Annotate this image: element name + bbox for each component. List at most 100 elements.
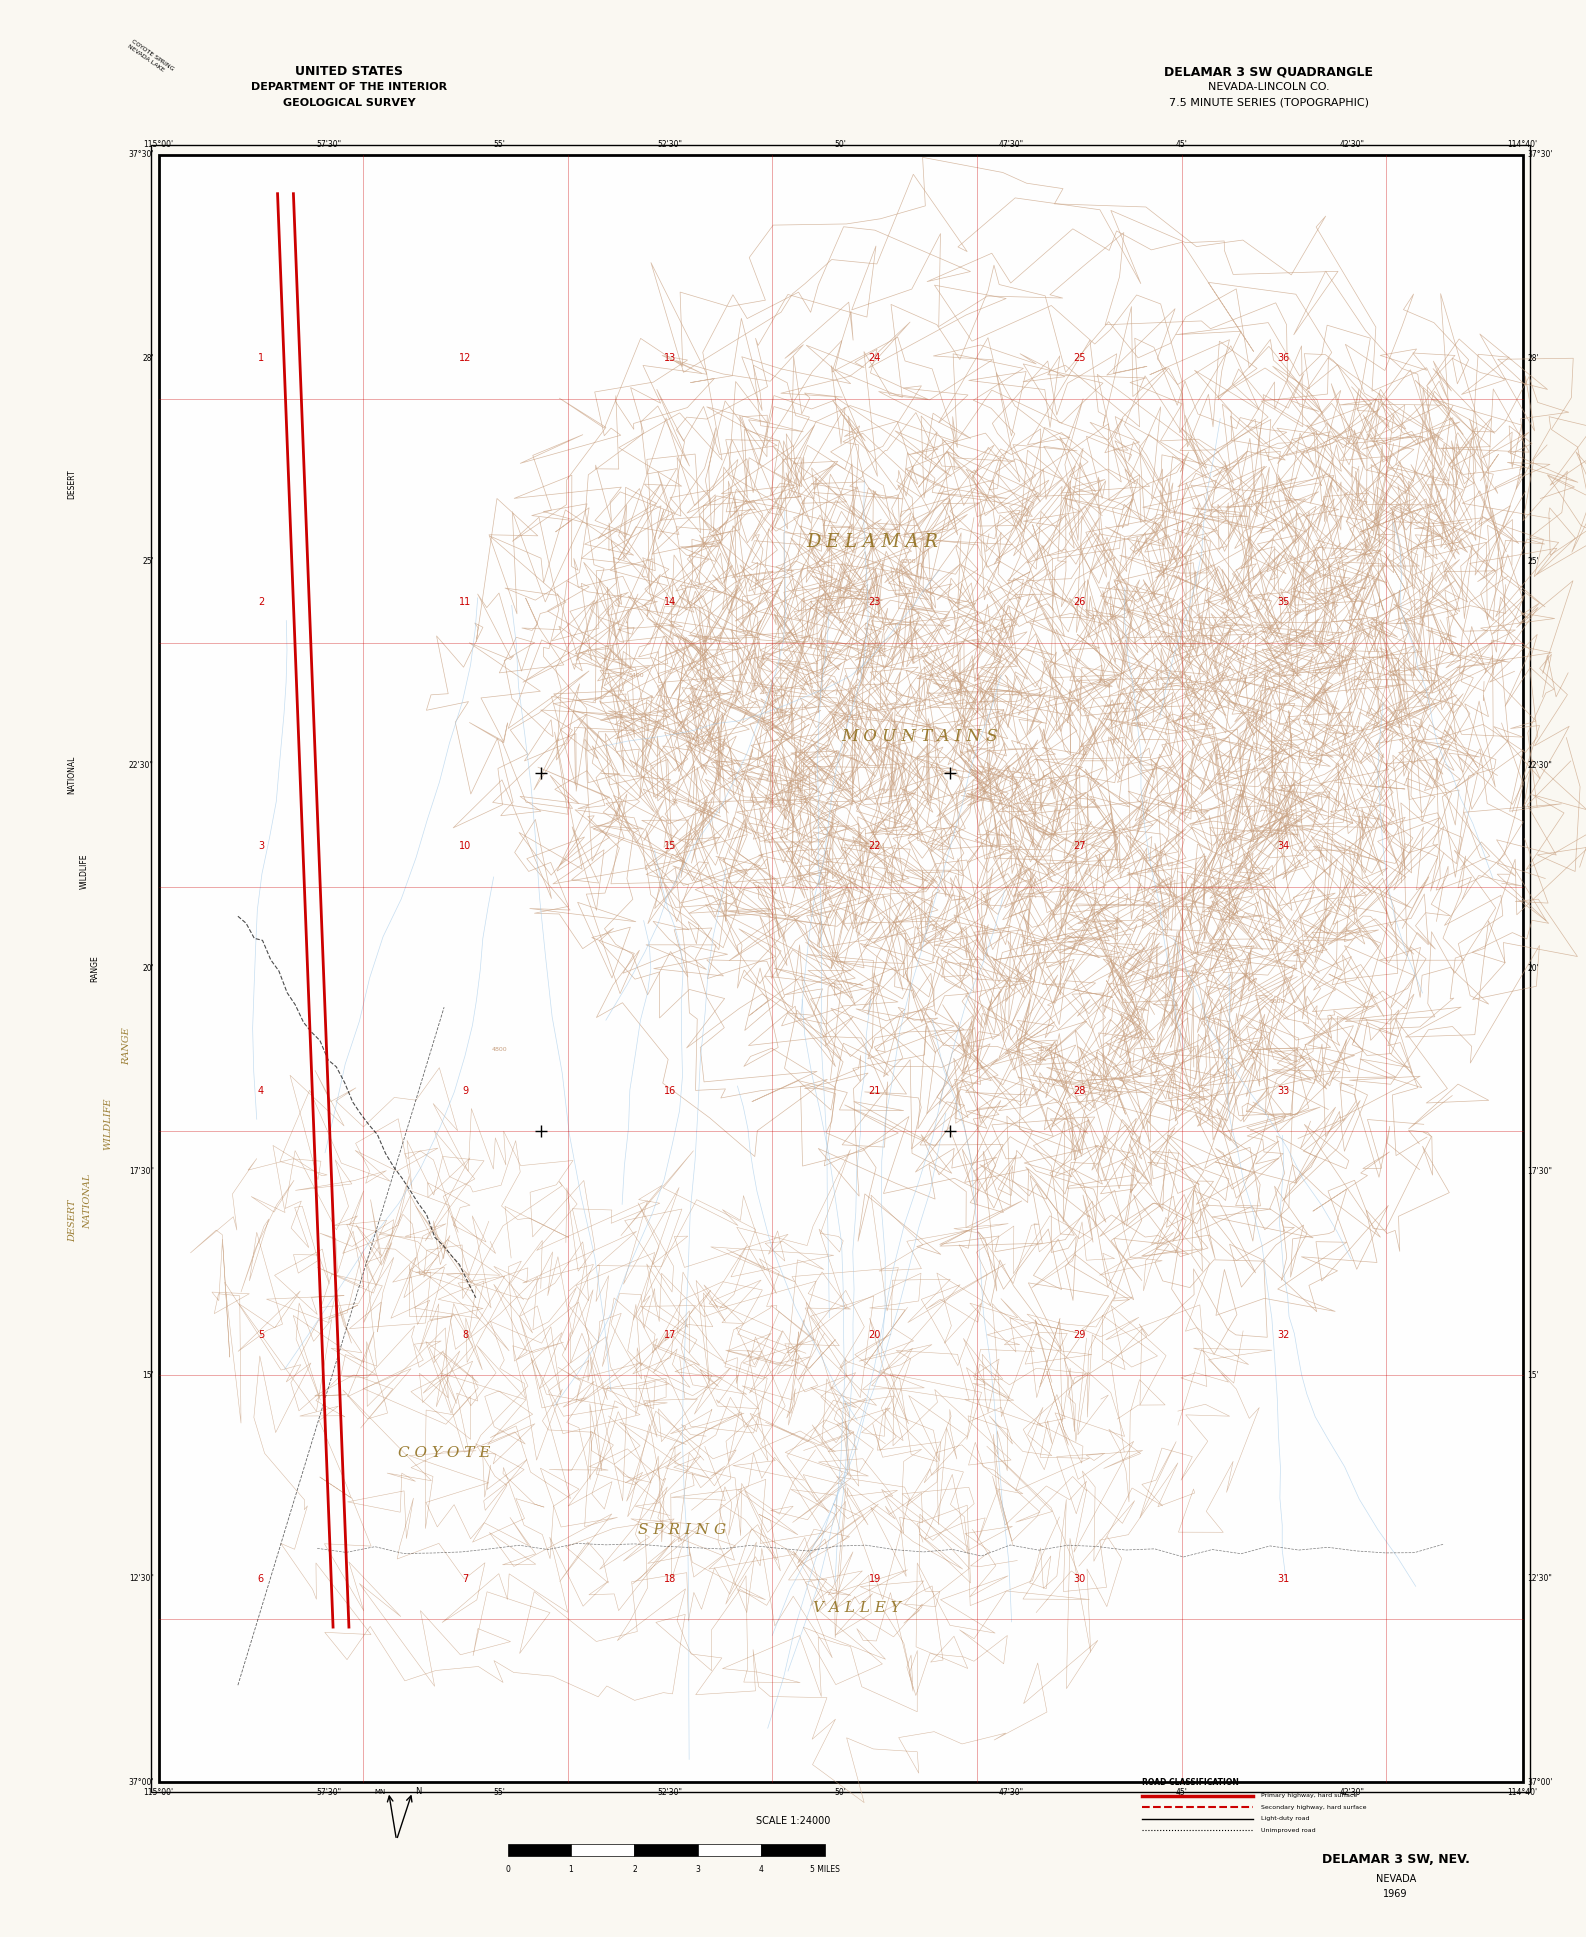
Bar	[151, 145, 1530, 1792]
Text: 33: 33	[1278, 1085, 1289, 1096]
Text: 5400: 5400	[628, 674, 644, 678]
Text: 5 MILES: 5 MILES	[810, 1865, 839, 1875]
Text: 47'30": 47'30"	[999, 1788, 1023, 1798]
Text: ROAD CLASSIFICATION: ROAD CLASSIFICATION	[1142, 1778, 1239, 1786]
Text: 6: 6	[259, 1573, 263, 1584]
Text: 27: 27	[1074, 841, 1085, 852]
Text: 7.5 MINUTE SERIES (TOPOGRAPHIC): 7.5 MINUTE SERIES (TOPOGRAPHIC)	[1169, 97, 1369, 108]
Text: 7: 7	[463, 1573, 468, 1584]
Text: 52'30": 52'30"	[658, 139, 682, 149]
Bar	[159, 155, 1523, 1782]
Text: 0: 0	[504, 1865, 511, 1875]
Text: 20: 20	[869, 1329, 880, 1340]
Text: RANGE: RANGE	[90, 955, 100, 982]
Text: 21: 21	[869, 1085, 880, 1096]
Text: M O U N T A I N S: M O U N T A I N S	[842, 728, 998, 744]
Text: 25': 25'	[143, 558, 154, 566]
Text: NEVADA-LINCOLN CO.: NEVADA-LINCOLN CO.	[1209, 81, 1329, 93]
Text: 6200: 6200	[901, 560, 917, 564]
Text: 17: 17	[665, 1329, 676, 1340]
Text: 3: 3	[259, 841, 263, 852]
Text: Primary highway, hard surface: Primary highway, hard surface	[1261, 1794, 1358, 1798]
Text: 5600: 5600	[1269, 999, 1285, 1003]
Text: 22'30": 22'30"	[1527, 761, 1553, 769]
Text: S P R I N G: S P R I N G	[638, 1522, 726, 1538]
Text: 18: 18	[665, 1573, 676, 1584]
Text: 37°30': 37°30'	[1527, 151, 1553, 159]
Text: 29: 29	[1074, 1329, 1085, 1340]
Text: 12'30": 12'30"	[1527, 1575, 1553, 1583]
Text: Secondary highway, hard surface: Secondary highway, hard surface	[1261, 1805, 1367, 1809]
Text: 115°00': 115°00'	[144, 1788, 173, 1798]
Text: 50': 50'	[834, 1788, 847, 1798]
Text: 4: 4	[259, 1085, 263, 1096]
Bar	[508, 1844, 571, 1856]
Text: 12: 12	[460, 353, 471, 364]
Text: RANGE: RANGE	[122, 1027, 132, 1065]
Text: 15': 15'	[143, 1371, 154, 1379]
Text: DESERT: DESERT	[67, 469, 76, 500]
Text: 8: 8	[463, 1329, 468, 1340]
Text: 14: 14	[665, 597, 676, 608]
Text: 25: 25	[1074, 353, 1085, 364]
Text: DELAMAR 3 SW, NEV.: DELAMAR 3 SW, NEV.	[1321, 1854, 1470, 1865]
Text: 3: 3	[695, 1865, 701, 1875]
Text: 17'30": 17'30"	[1527, 1168, 1553, 1176]
Text: NEVADA: NEVADA	[1375, 1873, 1416, 1885]
Bar	[571, 1844, 634, 1856]
Text: WILDLIFE: WILDLIFE	[103, 1096, 113, 1151]
Text: 24: 24	[869, 353, 880, 364]
Text: 45': 45'	[1175, 1788, 1188, 1798]
Text: D E L A M A R: D E L A M A R	[806, 533, 939, 552]
Bar	[698, 1844, 761, 1856]
Text: 55': 55'	[493, 1788, 506, 1798]
Text: Light-duty road: Light-duty road	[1261, 1817, 1310, 1821]
Text: 50': 50'	[834, 139, 847, 149]
Text: 114°40': 114°40'	[1508, 1788, 1537, 1798]
Text: 13: 13	[665, 353, 676, 364]
Bar	[761, 1844, 825, 1856]
Text: NATIONAL: NATIONAL	[82, 1174, 92, 1228]
Text: 12'30": 12'30"	[128, 1575, 154, 1583]
Text: 45': 45'	[1175, 139, 1188, 149]
Text: 4: 4	[758, 1865, 764, 1875]
Text: 5: 5	[259, 1329, 263, 1340]
Text: 37°00': 37°00'	[1527, 1778, 1553, 1786]
Text: 25': 25'	[1527, 558, 1538, 566]
Text: DELAMAR 3 SW QUADRANGLE: DELAMAR 3 SW QUADRANGLE	[1164, 66, 1373, 77]
Text: 28': 28'	[143, 354, 154, 362]
Text: 115°00': 115°00'	[144, 139, 173, 149]
Text: 31: 31	[1278, 1573, 1289, 1584]
Text: 37°00': 37°00'	[128, 1778, 154, 1786]
Text: 20': 20'	[1527, 965, 1538, 972]
Text: 17'30": 17'30"	[128, 1168, 154, 1176]
Text: 57'30": 57'30"	[317, 139, 341, 149]
Text: 30: 30	[1074, 1573, 1085, 1584]
Bar	[634, 1844, 698, 1856]
Text: 32: 32	[1278, 1329, 1289, 1340]
Text: MN: MN	[374, 1788, 385, 1796]
Text: N: N	[416, 1788, 422, 1796]
Text: 5200: 5200	[1037, 1048, 1053, 1052]
Text: 15: 15	[665, 841, 676, 852]
Text: V A L L E Y: V A L L E Y	[812, 1600, 901, 1615]
Text: NATIONAL: NATIONAL	[67, 755, 76, 794]
Text: SCALE 1:24000: SCALE 1:24000	[757, 1815, 829, 1827]
Text: DESERT: DESERT	[68, 1199, 78, 1242]
Text: 19: 19	[869, 1573, 880, 1584]
Text: 23: 23	[869, 597, 880, 608]
Text: 2: 2	[633, 1865, 636, 1875]
Text: 52'30": 52'30"	[658, 1788, 682, 1798]
Text: UNITED STATES: UNITED STATES	[295, 66, 403, 77]
Text: 47'30": 47'30"	[999, 139, 1023, 149]
Text: 42'30": 42'30"	[1340, 139, 1364, 149]
Text: 114°40': 114°40'	[1508, 139, 1537, 149]
Text: 1: 1	[569, 1865, 573, 1875]
Text: 36: 36	[1278, 353, 1289, 364]
Text: WILDLIFE: WILDLIFE	[79, 854, 89, 889]
Text: 57'30": 57'30"	[317, 1788, 341, 1798]
Text: COYOTE SPRING
NEVADA LAKE: COYOTE SPRING NEVADA LAKE	[127, 39, 174, 77]
Text: 26: 26	[1074, 597, 1085, 608]
Text: 35: 35	[1278, 597, 1289, 608]
Text: 22: 22	[869, 841, 880, 852]
